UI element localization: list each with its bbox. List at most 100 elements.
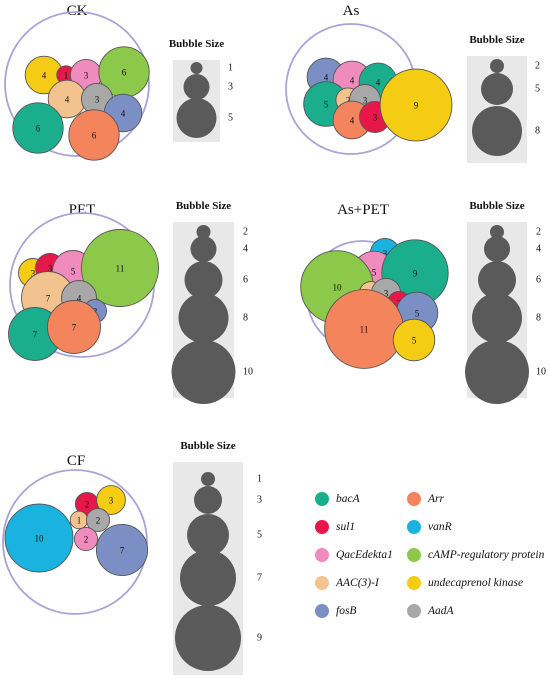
bubble-value: 7: [72, 323, 77, 333]
size-legend-bubble: [465, 340, 529, 404]
sample-ring: [2, 469, 148, 615]
bubble-Arr: [47, 300, 101, 354]
size-legend-label: 3: [257, 495, 262, 506]
bubble-bacA: [12, 102, 64, 154]
bubble-value: 3: [31, 269, 36, 279]
bubble-value: 3: [95, 95, 100, 105]
bubble-value: 3: [109, 496, 114, 506]
size-legend-label: 1: [257, 474, 262, 485]
size-legend-bubble: [472, 293, 522, 343]
bubble-value: 4: [65, 95, 70, 105]
bubble-value: 11: [116, 264, 125, 274]
bubble-value: 2: [84, 535, 89, 545]
size-legend-label: 6: [536, 275, 541, 286]
size-legend-label: 8: [536, 313, 541, 324]
size-legend-bubble: [187, 514, 229, 556]
legend-label-QacEdekta1: QacEdekta1: [336, 549, 393, 561]
bubble-undec: [392, 318, 436, 362]
size-legend-label: 10: [243, 367, 253, 378]
size-legend-bubble: [183, 74, 210, 100]
gene-legend: bacA Arr sul1 vanR QacEdekta1 cAMP-regulatory…: [315, 492, 545, 618]
bubble-value: 7: [46, 294, 51, 304]
bubble-size-title: Bubble Size: [469, 200, 524, 212]
size-legend-label: 7: [257, 573, 262, 584]
size-legend-label: 5: [535, 84, 540, 95]
sample-ring: [4, 11, 150, 157]
bubble-value: 5: [415, 309, 420, 319]
legend-swatch-sul1: [315, 520, 329, 534]
legend-swatch-bacA: [315, 492, 329, 506]
size-legend-label: 2: [535, 61, 540, 72]
bubble-value: 2: [96, 516, 101, 526]
size-legend-label: 5: [228, 113, 233, 124]
size-legend-label: 4: [536, 244, 541, 255]
panel-title: PET: [69, 202, 96, 218]
bubble-value: 10: [35, 534, 45, 544]
size-legend-bubble: [178, 293, 229, 343]
bubble-value: 4: [376, 78, 381, 88]
bubble-value: 3: [363, 96, 368, 106]
bubble-value: 4: [77, 294, 82, 304]
legend-label-vanR: vanR: [428, 521, 452, 533]
size-legend-label: 2: [243, 227, 248, 238]
size-legend-label: 3: [228, 82, 233, 93]
bubble-AadA: [85, 507, 111, 533]
size-legend-label: 2: [536, 227, 541, 238]
bubble-value: 9: [414, 101, 419, 111]
panel-title: CK: [67, 3, 88, 19]
size-legend-bubble: [481, 73, 513, 105]
legend-swatch-QacEdekta1: [315, 548, 329, 562]
legend-label-fosB: fosB: [336, 605, 356, 617]
size-legend-bubble: [171, 340, 236, 404]
size-legend-label: 8: [243, 313, 248, 324]
legend-swatch-fosB: [315, 604, 329, 618]
size-legend-bubble: [472, 106, 522, 156]
bubble-value: 3: [48, 264, 53, 274]
size-legend-bubble: [490, 225, 504, 239]
size-legend-bubble: [478, 261, 516, 299]
size-legend-bubble: [190, 62, 203, 74]
legend-swatch-Arr: [407, 492, 421, 506]
bubble-value: 3: [84, 71, 89, 81]
bubble-value: 5: [372, 268, 377, 278]
bubble-value: 1: [77, 516, 82, 526]
legend-swatch-AAC: [315, 576, 329, 590]
size-legend-bubble: [490, 59, 504, 73]
bubble-value: 5: [71, 267, 76, 277]
size-legend-bubble: [175, 605, 241, 671]
bubble-value: 3: [383, 249, 388, 259]
legend-label-sul1: sul1: [336, 521, 355, 533]
bubble-value: 4: [350, 116, 355, 126]
panel-title: As: [343, 3, 360, 19]
bubble-value: 6: [36, 124, 41, 134]
bubble-size-title: Bubble Size: [176, 200, 231, 212]
size-legend-bubble: [184, 261, 223, 299]
legend-label-Arr: Arr: [427, 493, 445, 505]
size-legend-bubble: [190, 236, 217, 262]
size-legend-bubble: [201, 472, 215, 486]
size-legend-label: 8: [535, 126, 540, 137]
bubble-value: 5: [412, 336, 417, 346]
bubble-cAMP: [81, 229, 159, 307]
bubble-undec: [96, 485, 126, 515]
size-legend-bubble: [194, 486, 222, 514]
legend-label-AadA: AadA: [427, 605, 455, 617]
bubble-size-title: Bubble Size: [169, 38, 224, 50]
bubble-value: 4: [350, 76, 355, 86]
bubble-size-title: Bubble Size: [180, 440, 235, 452]
bubble-value: 11: [360, 325, 369, 335]
bubble-value: 3: [373, 113, 378, 123]
bubble-Arr: [68, 109, 120, 161]
bubble-value: 6: [122, 68, 127, 78]
bubble-fosB: [95, 523, 149, 577]
size-legend-label: 6: [243, 275, 248, 286]
legend-swatch-vanR: [407, 520, 421, 534]
panel-ck: CK 4 1 3 6 4 3 4 6 6 Bubble Size 1 3 5: [4, 3, 233, 161]
size-legend-bubble: [176, 98, 217, 138]
legend-swatch-cAMP: [407, 548, 421, 562]
bubble-value: 3: [384, 289, 389, 299]
